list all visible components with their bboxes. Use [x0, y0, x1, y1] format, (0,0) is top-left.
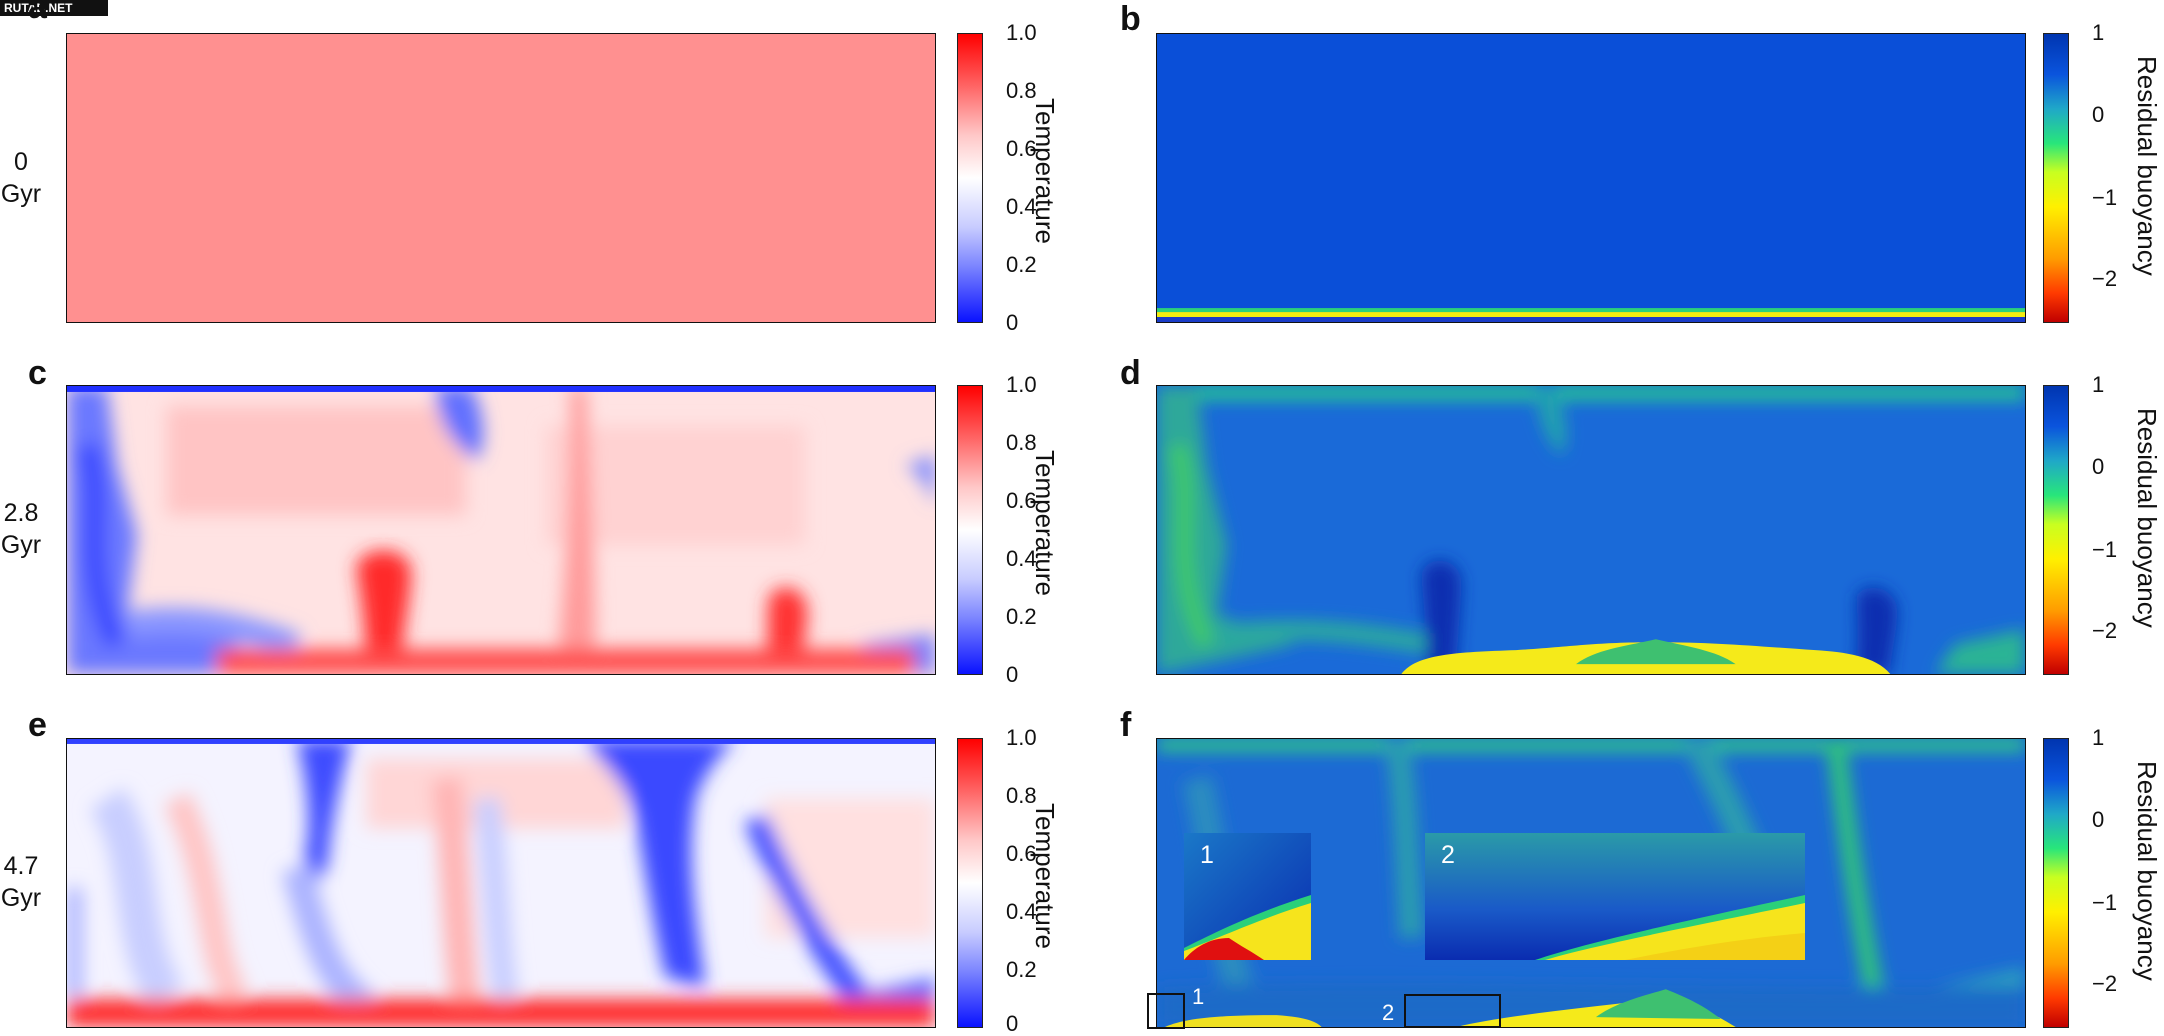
buoy-tick-0: 0	[2092, 807, 2105, 832]
panel-label-a: a	[28, 0, 47, 26]
buoy-tick-1: 1	[2092, 20, 2105, 45]
inset-1-number: 1	[1200, 841, 1214, 869]
temp-tick-1.0: 1.0	[1006, 725, 1037, 750]
temperature-axis-label-e: Temperature	[1030, 803, 1060, 949]
panel-label-f: f	[1120, 706, 1132, 744]
temperature-colorbar-a	[957, 33, 983, 323]
temp-tick-0.2: 0.2	[1006, 957, 1037, 982]
temp-tick-0.8: 0.8	[1006, 78, 1037, 103]
panel-a-temperature-0gyr	[66, 33, 936, 323]
buoy-tick-1: 1	[2092, 725, 2105, 750]
row-value: 2.8	[3, 499, 39, 527]
buoy-tick-minus2: −2	[2092, 618, 2118, 643]
temperature-colorbar-e	[957, 738, 983, 1028]
row-unit: Gyr	[0, 884, 42, 912]
row-value: 4.7	[3, 852, 39, 880]
temp-tick-0.2: 0.2	[1006, 252, 1037, 277]
panel-label-b: b	[1120, 0, 1141, 38]
buoy-tick-minus1: −1	[2092, 537, 2118, 562]
row-unit: Gyr	[0, 180, 42, 208]
zoom-box-1-number: 1	[1192, 984, 1205, 1009]
zoom-box-1	[1147, 993, 1185, 1029]
panel-c-temperature-2.8gyr	[66, 385, 936, 675]
buoy-tick-minus1: −1	[2092, 185, 2118, 210]
temp-tick-0.4: 0.4	[1006, 194, 1037, 219]
panel-label-e: e	[28, 706, 47, 744]
temperature-axis-label-a: Temperature	[1030, 98, 1060, 244]
panel-label-c: c	[28, 354, 47, 392]
buoy-tick-minus2: −2	[2092, 266, 2118, 291]
buoyancy-colorbar-f	[2043, 738, 2069, 1028]
row-label-2.8gyr: 2.8 Gyr	[0, 497, 46, 561]
buoy-tick-0: 0	[2092, 102, 2105, 127]
zoom-box-2-number: 2	[1382, 1000, 1395, 1025]
temp-tick-0.8: 0.8	[1006, 430, 1037, 455]
temp-tick-0.6: 0.6	[1006, 841, 1037, 866]
buoyancy-colorbar-d	[2043, 385, 2069, 675]
buoyancy-axis-label-b: Residual buoyancy	[2132, 56, 2162, 276]
buoyancy-colorbar-b	[2043, 33, 2069, 323]
panel-b-buoyancy-0gyr	[1156, 33, 2026, 323]
temp-tick-0: 0	[1006, 310, 1019, 335]
row-label-4.7gyr: 4.7 Gyr	[0, 850, 46, 914]
inset-1-zoom: 1	[1184, 833, 1311, 960]
temp-tick-0: 0	[1006, 662, 1019, 687]
temp-tick-0.2: 0.2	[1006, 604, 1037, 629]
temp-tick-0: 0	[1006, 1011, 1019, 1036]
row-unit: Gyr	[0, 531, 42, 559]
buoy-tick-minus1: −1	[2092, 890, 2118, 915]
watermark: RUTAB.NET	[0, 0, 108, 16]
inset-2-number: 2	[1441, 841, 1455, 869]
temp-tick-0.6: 0.6	[1006, 136, 1037, 161]
temperature-axis-label-c: Temperature	[1030, 450, 1060, 596]
buoy-tick-minus2: −2	[2092, 971, 2118, 996]
temp-tick-0.4: 0.4	[1006, 546, 1037, 571]
temp-tick-0.8: 0.8	[1006, 783, 1037, 808]
inset-2-zoom: 2	[1425, 833, 1805, 960]
temp-tick-1.0: 1.0	[1006, 20, 1037, 45]
zoom-box-2	[1404, 994, 1501, 1028]
buoyancy-axis-label-d: Residual buoyancy	[2132, 408, 2162, 628]
panel-d-buoyancy-2.8gyr	[1156, 385, 2026, 675]
temp-tick-1.0: 1.0	[1006, 372, 1037, 397]
buoyancy-axis-label-f: Residual buoyancy	[2132, 761, 2162, 981]
temp-tick-0.4: 0.4	[1006, 899, 1037, 924]
row-label-0gyr: 0 Gyr	[0, 146, 46, 210]
panel-e-temperature-4.7gyr	[66, 738, 936, 1028]
row-value: 0	[14, 148, 28, 176]
buoy-tick-1: 1	[2092, 372, 2105, 397]
buoy-tick-0: 0	[2092, 454, 2105, 479]
temp-tick-0.6: 0.6	[1006, 488, 1037, 513]
panel-label-d: d	[1120, 354, 1141, 392]
temperature-colorbar-c	[957, 385, 983, 675]
